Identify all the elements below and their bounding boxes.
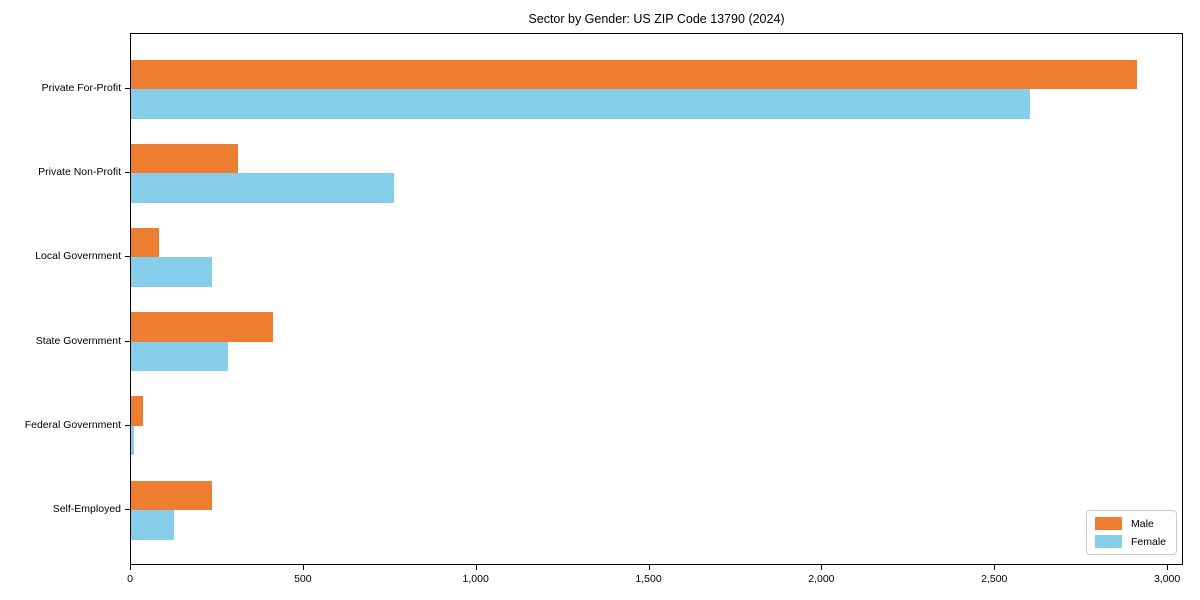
legend: Male Female	[1085, 510, 1177, 555]
bar-male-local-government	[131, 227, 159, 258]
legend-label-male: Male	[1130, 517, 1154, 530]
x-tick-label-1-000: 1,000	[462, 573, 489, 585]
y-tick	[125, 509, 130, 510]
x-tick	[302, 565, 304, 570]
y-tick	[125, 340, 130, 342]
bar-female-federal-government	[131, 425, 135, 456]
bar-female-state-government	[131, 341, 228, 372]
bar-female-self-employed	[131, 510, 175, 540]
bar-male-state-government	[131, 312, 273, 342]
x-tick	[821, 565, 823, 570]
x-tick-label-500: 500	[294, 573, 312, 585]
x-tick-label-2-000: 2,000	[808, 573, 835, 585]
x-tick	[130, 565, 131, 570]
x-tick-label-1-500: 1,500	[635, 573, 662, 585]
y-tick-label-state-government: State Government	[35, 334, 121, 347]
y-tick-label-private-for-profit: Private For-Profit	[41, 82, 121, 94]
y-tick-label-self-employed: Self-Employed	[52, 503, 121, 515]
y-tick-label-local-government: Local Government	[35, 250, 121, 263]
legend-item-male: Male	[1094, 517, 1166, 530]
bar-female-local-government	[131, 257, 213, 287]
y-tick-label-private-non-profit: Private Non-Profit	[38, 166, 121, 179]
bar-male-self-employed	[131, 480, 213, 510]
x-tick-label-2-500: 2,500	[981, 573, 1008, 585]
legend-swatch-male	[1094, 517, 1122, 530]
x-tick	[994, 565, 996, 570]
legend-swatch-female	[1094, 535, 1122, 548]
chart-title: Sector by Gender: US ZIP Code 13790 (202…	[528, 12, 785, 26]
y-tick	[125, 172, 130, 174]
bar-female-private-for-profit	[131, 89, 1030, 119]
x-tick-label-0: 0	[127, 573, 133, 585]
y-tick	[125, 256, 130, 258]
bar-female-private-non-profit	[131, 173, 394, 203]
bar-male-private-for-profit	[131, 59, 1137, 89]
x-tick	[648, 565, 650, 570]
x-tick	[1167, 565, 1169, 570]
x-tick	[475, 565, 477, 570]
y-tick	[125, 424, 130, 426]
y-tick	[125, 88, 130, 89]
plot-area: Male Female	[130, 33, 1183, 565]
bar-male-federal-government	[131, 396, 144, 426]
y-tick-label-federal-government: Federal Government	[24, 418, 121, 431]
legend-label-female: Female	[1130, 535, 1166, 548]
x-tick-label-3-000: 3,000	[1153, 573, 1181, 585]
legend-item-female: Female	[1094, 535, 1166, 548]
bar-male-private-non-profit	[131, 143, 239, 174]
